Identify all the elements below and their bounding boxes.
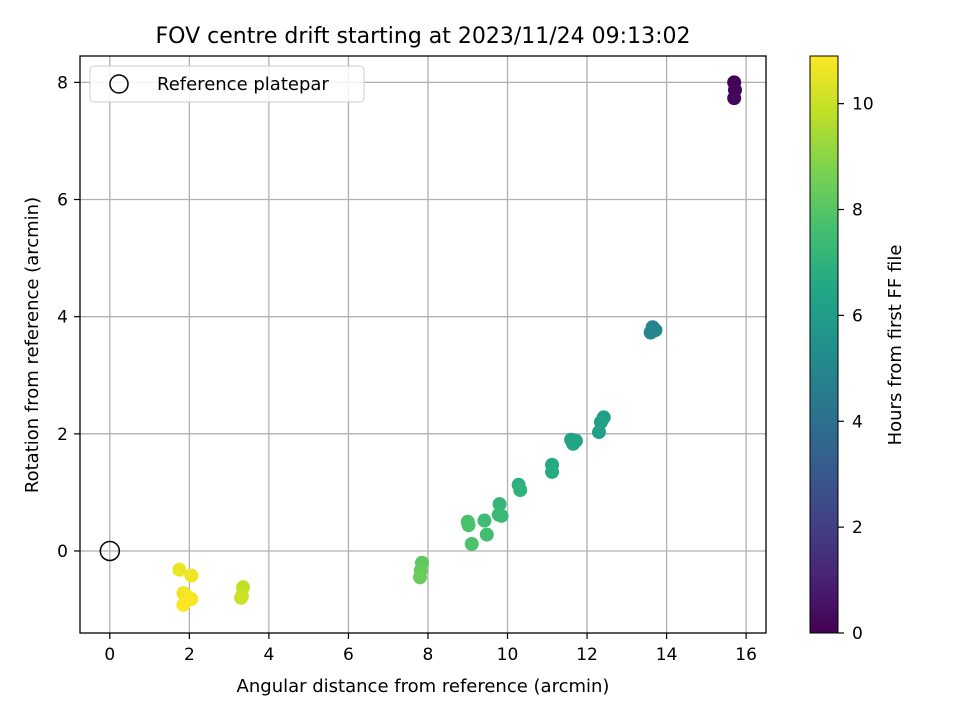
x-tick-label: 4: [263, 645, 274, 665]
data-point: [464, 536, 479, 551]
data-point: [477, 513, 492, 528]
x-tick-label: 16: [735, 645, 757, 665]
data-point: [184, 568, 199, 583]
data-point: [492, 497, 507, 512]
x-tick-label: 10: [497, 645, 519, 665]
x-tick-label: 12: [576, 645, 598, 665]
colorbar-tick-label: 2: [852, 518, 863, 538]
colorbar-tick-label: 4: [852, 412, 863, 432]
colorbar-tick-label: 8: [852, 201, 863, 221]
data-point: [494, 508, 509, 523]
colorbar-tick-label: 6: [852, 306, 863, 326]
plot-area-frame: [79, 55, 767, 634]
data-point: [176, 597, 191, 612]
data-point: [727, 91, 742, 106]
data-point: [643, 325, 658, 340]
y-tick-label: 0: [57, 542, 68, 562]
y-axis-label: Rotation from reference (arcmin): [22, 197, 43, 493]
colorbar-ticks: 0 2 4 6 8 10: [838, 95, 874, 644]
x-tick-label: 14: [656, 645, 678, 665]
legend: Reference platepar: [89, 65, 365, 103]
x-axis-label: Angular distance from reference (arcmin): [237, 676, 610, 697]
data-point: [172, 562, 187, 577]
data-point: [234, 589, 249, 604]
data-point: [413, 570, 428, 585]
data-point: [513, 483, 528, 498]
data-point: [566, 436, 581, 451]
grid-lines: [80, 56, 766, 633]
legend-marker: [109, 74, 129, 94]
y-tick-label: 6: [57, 191, 68, 211]
legend-entry-reference: Reference platepar: [157, 74, 329, 95]
y-tick-label: 4: [57, 308, 68, 328]
data-point: [479, 527, 494, 542]
x-tick-label: 2: [184, 645, 195, 665]
y-tick-label: 8: [57, 73, 68, 93]
colorbar-gradient: [809, 55, 839, 634]
data-point: [591, 425, 606, 440]
colorbar-tick-label: 0: [852, 624, 863, 644]
y-axis-ticks: 0 2 4 6 8: [57, 73, 80, 562]
colorbar-label: Hours from first FF file: [885, 245, 906, 446]
data-point: [545, 464, 560, 479]
data-point: [461, 518, 476, 533]
x-tick-label: 0: [104, 645, 115, 665]
colorbar-tick-label: 10: [852, 95, 874, 115]
colorbar: 0 2 4 6 8 10 Hours from first FF file: [809, 55, 906, 644]
data-points: [99, 75, 742, 612]
x-tick-label: 8: [423, 645, 434, 665]
reference-platepar-marker: [99, 540, 121, 562]
x-axis-ticks: 0 2 4 6 8 10 12 14 16: [104, 633, 757, 665]
y-tick-label: 2: [57, 425, 68, 445]
legend-box: [89, 65, 365, 103]
chart-title: FOV centre drift starting at 2023/11/24 …: [156, 24, 691, 49]
x-tick-label: 6: [343, 645, 354, 665]
